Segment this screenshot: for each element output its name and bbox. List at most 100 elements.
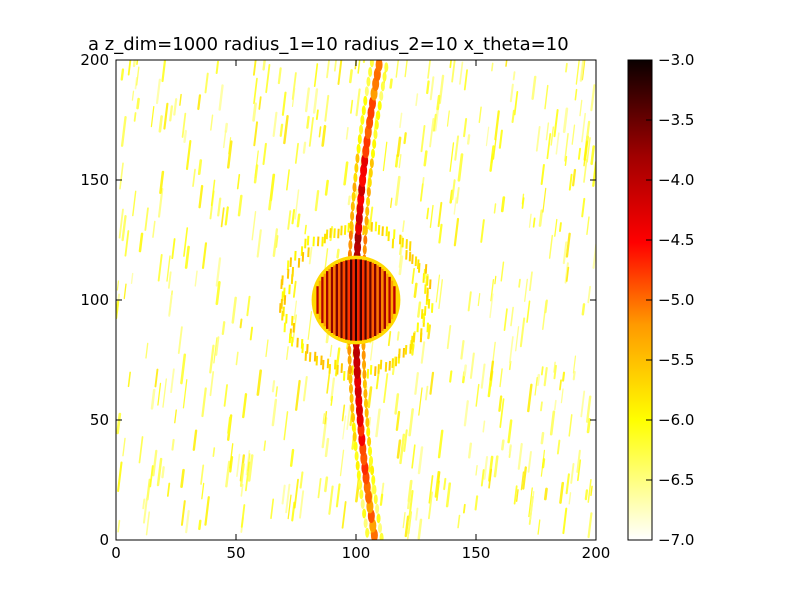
- speckle-mark: [256, 369, 263, 396]
- y-tick-label: 100: [80, 291, 109, 309]
- speckle-mark: [237, 194, 243, 217]
- speckle-mark: [138, 436, 144, 464]
- speckle-mark: [268, 199, 272, 211]
- speckle-mark: [406, 511, 412, 540]
- speckle-mark: [520, 471, 525, 491]
- speckle-mark: [274, 235, 279, 248]
- speckle-mark: [457, 514, 461, 529]
- speckle-mark: [213, 337, 218, 364]
- speckle-mark: [550, 126, 555, 146]
- speckle-mark: [436, 94, 441, 111]
- speckle-mark: [185, 139, 192, 171]
- speckle-mark: [154, 368, 159, 388]
- speckle-mark: [270, 498, 275, 520]
- speckle-mark: [449, 142, 455, 172]
- streak-mark: [366, 187, 371, 197]
- speckle-mark: [480, 469, 485, 487]
- speckle-mark: [395, 60, 400, 78]
- speckle-mark: [426, 207, 430, 220]
- speckle-mark: [457, 153, 464, 182]
- streak-mark: [375, 503, 380, 514]
- speckle-mark: [428, 475, 434, 504]
- speckle-mark: [146, 478, 151, 501]
- speckle-mark: [404, 60, 408, 78]
- speckle-mark: [159, 170, 165, 195]
- speckle-mark: [170, 368, 175, 394]
- speckle-mark: [200, 464, 205, 485]
- speckle-mark: [296, 213, 301, 228]
- speckle-mark: [324, 437, 330, 458]
- speckle-mark: [489, 360, 495, 381]
- speckle-mark: [485, 126, 490, 147]
- streak-mark: [356, 143, 361, 154]
- speckle-mark: [318, 126, 322, 138]
- speckle-mark: [150, 388, 156, 410]
- speckle-mark: [531, 75, 537, 100]
- speckle-mark: [254, 150, 259, 179]
- speckle-mark: [304, 224, 307, 235]
- speckle-mark: [544, 84, 549, 110]
- speckle-mark: [587, 512, 593, 539]
- speckle-mark: [168, 294, 173, 317]
- speckle-mark: [427, 491, 433, 520]
- speckle-mark: [515, 489, 519, 502]
- speckle-mark: [142, 498, 146, 510]
- speckle-mark: [493, 455, 499, 478]
- speckle-mark: [394, 175, 401, 206]
- speckle-mark: [127, 60, 132, 76]
- speckle-mark: [463, 364, 467, 377]
- speckle-mark: [291, 209, 296, 225]
- speckle-mark: [411, 343, 415, 356]
- speckle-mark: [429, 117, 435, 148]
- colorbar-tick-label: −5.0: [658, 291, 694, 309]
- speckle-mark: [136, 97, 140, 110]
- speckle-mark: [549, 410, 556, 436]
- speckle-mark: [399, 433, 406, 465]
- speckle-mark: [171, 238, 176, 260]
- speckle-mark: [474, 495, 479, 511]
- speckle-mark: [201, 387, 207, 418]
- speckle-mark: [375, 408, 381, 438]
- speckle-mark: [116, 412, 122, 435]
- speckle-mark: [229, 456, 234, 473]
- speckle-mark: [315, 109, 319, 121]
- speckle-mark: [293, 478, 299, 509]
- streak-mark: [363, 225, 368, 236]
- speckle-mark: [419, 183, 424, 202]
- speckle-mark: [339, 449, 345, 477]
- speckle-mark: [194, 270, 198, 287]
- speckle-mark: [136, 66, 140, 86]
- streak-mark: [367, 436, 372, 447]
- speckle-mark: [475, 383, 480, 407]
- colorbar-tick-label: −4.0: [658, 171, 694, 189]
- speckle-mark: [347, 195, 351, 206]
- speckle-mark: [394, 154, 399, 168]
- disk-fringe: [366, 261, 370, 339]
- speckle-mark: [224, 206, 229, 226]
- streak-mark: [363, 518, 368, 529]
- speckle-mark: [215, 336, 220, 356]
- speckle-mark: [179, 93, 182, 106]
- speckle-mark: [548, 234, 554, 259]
- speckle-mark: [435, 274, 441, 303]
- colorbar-tick-label: −3.0: [658, 51, 694, 69]
- streak-mark: [375, 60, 383, 72]
- speckle-mark: [433, 105, 440, 132]
- speckle-mark: [161, 466, 165, 479]
- speckle-mark: [556, 439, 561, 455]
- streak-mark: [363, 388, 368, 399]
- disk-fringe: [359, 259, 362, 341]
- streak-mark: [350, 201, 355, 212]
- speckle-mark: [425, 385, 429, 401]
- speckle-mark: [299, 490, 305, 519]
- streak-mark: [358, 479, 363, 490]
- speckle-mark: [423, 150, 428, 167]
- streak-mark: [352, 182, 357, 193]
- speckle-mark: [122, 437, 126, 457]
- x-tick-label: 100: [342, 544, 371, 562]
- speckle-mark: [322, 413, 326, 425]
- speckle-mark: [534, 376, 538, 396]
- speckle-mark: [493, 203, 497, 214]
- speckle-mark: [262, 142, 267, 166]
- speckle-mark: [445, 482, 452, 508]
